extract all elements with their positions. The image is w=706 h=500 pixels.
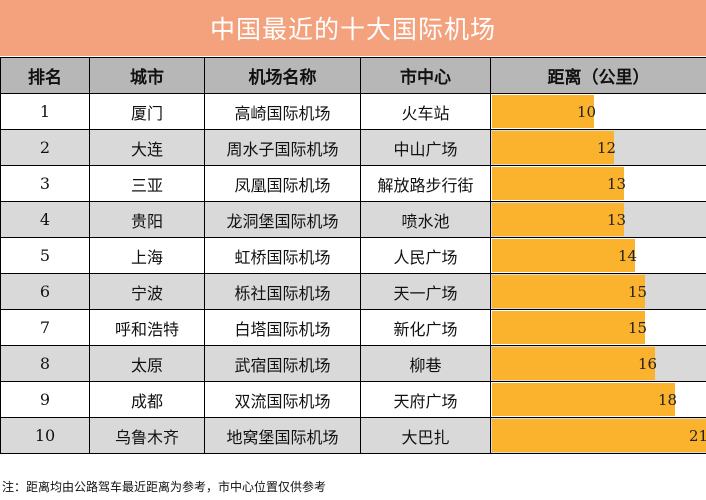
distance-value: 12 [597, 138, 617, 157]
table-row: 2 大连 周水子国际机场 中山广场 12 [0, 129, 706, 166]
center-cell: 喷水池 [360, 201, 491, 238]
city-cell: 成都 [89, 381, 205, 418]
city-cell: 三亚 [89, 165, 205, 202]
city-cell: 上海 [89, 237, 205, 274]
distance-value: 13 [607, 174, 627, 193]
airport-cell: 虹桥国际机场 [204, 237, 361, 274]
table-row: 9 成都 双流国际机场 天府广场 18 [0, 381, 706, 418]
city-cell: 乌鲁木齐 [89, 417, 205, 454]
city-cell: 宁波 [89, 273, 205, 310]
airport-cell: 双流国际机场 [204, 381, 361, 418]
center-cell: 天府广场 [360, 381, 491, 418]
rank-cell: 9 [0, 381, 90, 418]
rank-cell: 5 [0, 237, 90, 274]
rank-cell: 7 [0, 309, 90, 346]
airport-cell: 高崎国际机场 [204, 93, 361, 130]
airport-cell: 凤凰国际机场 [204, 165, 361, 202]
header-center: 市中心 [360, 57, 491, 94]
distance-value: 14 [618, 246, 638, 265]
city-cell: 呼和浩特 [89, 309, 205, 346]
title-bar: 中国最近的十大国际机场 [0, 0, 706, 56]
airport-cell: 地窝堡国际机场 [204, 417, 361, 454]
airport-cell: 龙洞堡国际机场 [204, 201, 361, 238]
distance-value: 15 [628, 282, 648, 301]
center-cell: 中山广场 [360, 129, 491, 166]
distance-value: 18 [658, 390, 678, 409]
header-rank: 排名 [0, 57, 90, 94]
distance-value: 13 [607, 210, 627, 229]
rank-cell: 8 [0, 345, 90, 382]
city-cell: 太原 [89, 345, 205, 382]
rank-cell: 2 [0, 129, 90, 166]
distance-bar [492, 275, 645, 308]
table-row: 6 宁波 栎社国际机场 天一广场 15 [0, 273, 706, 310]
header-distance: 距离（公里） [490, 57, 706, 94]
distance-cell: 14 [490, 237, 706, 274]
distance-bar [492, 311, 645, 344]
table-body: 1 厦门 高崎国际机场 火车站 10 2 大连 周水子国际机场 中山广场 12 3 三亚 凤凰国际机场解… [0, 93, 706, 454]
rank-cell: 1 [0, 93, 90, 130]
header-airport: 机场名称 [204, 57, 361, 94]
table-row: 8 太原 武宿国际机场 柳巷 16 [0, 345, 706, 382]
distance-cell: 21 [490, 417, 706, 454]
distance-bar [492, 131, 614, 164]
center-cell: 火车站 [360, 93, 491, 130]
airport-cell: 周水子国际机场 [204, 129, 361, 166]
table-row: 3 三亚 凤凰国际机场 解放路步行街 13 [0, 165, 706, 202]
city-cell: 厦门 [89, 93, 205, 130]
distance-cell: 15 [490, 309, 706, 346]
distance-cell: 13 [490, 165, 706, 202]
distance-bar [492, 419, 706, 452]
city-cell: 贵阳 [89, 201, 205, 238]
distance-cell: 10 [490, 93, 706, 130]
center-cell: 人民广场 [360, 237, 491, 274]
rank-cell: 4 [0, 201, 90, 238]
airport-cell: 白塔国际机场 [204, 309, 361, 346]
airport-table: 排名 城市 机场名称 市中心 距离（公里） 1 厦门 高崎国际机场 火车站 10 2 大连周… [0, 57, 706, 454]
table-row: 5 上海 虹桥国际机场 人民广场 14 [0, 237, 706, 274]
page-title: 中国最近的十大国际机场 [209, 15, 496, 44]
distance-value: 21 [689, 426, 706, 445]
center-cell: 大巴扎 [360, 417, 491, 454]
distance-bar [492, 95, 594, 128]
airport-cell: 武宿国际机场 [204, 345, 361, 382]
table-row: 4 贵阳 龙洞堡国际机场 喷水池 13 [0, 201, 706, 238]
footnote: 注：距离均由公路驾车最近距离为参考，市中心位置仅供参考 [2, 480, 327, 494]
rank-cell: 10 [0, 417, 90, 454]
rank-cell: 3 [0, 165, 90, 202]
distance-cell: 16 [490, 345, 706, 382]
airport-cell: 栎社国际机场 [204, 273, 361, 310]
distance-bar [492, 383, 675, 416]
center-cell: 解放路步行街 [360, 165, 491, 202]
center-cell: 柳巷 [360, 345, 491, 382]
distance-value: 16 [638, 354, 658, 373]
distance-cell: 18 [490, 381, 706, 418]
table-header-row: 排名 城市 机场名称 市中心 距离（公里） [0, 57, 706, 94]
table-row: 1 厦门 高崎国际机场 火车站 10 [0, 93, 706, 130]
center-cell: 新化广场 [360, 309, 491, 346]
table-row: 10 乌鲁木齐 地窝堡国际机场 大巴扎 21 [0, 417, 706, 454]
header-city: 城市 [89, 57, 205, 94]
distance-bar [492, 167, 624, 200]
distance-bar [492, 239, 635, 272]
center-cell: 天一广场 [360, 273, 491, 310]
distance-value: 15 [628, 318, 648, 337]
table-row: 7 呼和浩特 白塔国际机场 新化广场 15 [0, 309, 706, 346]
distance-bar [492, 203, 624, 236]
distance-value: 10 [577, 102, 597, 121]
distance-cell: 12 [490, 129, 706, 166]
distance-bar [492, 347, 655, 380]
city-cell: 大连 [89, 129, 205, 166]
distance-cell: 15 [490, 273, 706, 310]
distance-cell: 13 [490, 201, 706, 238]
rank-cell: 6 [0, 273, 90, 310]
